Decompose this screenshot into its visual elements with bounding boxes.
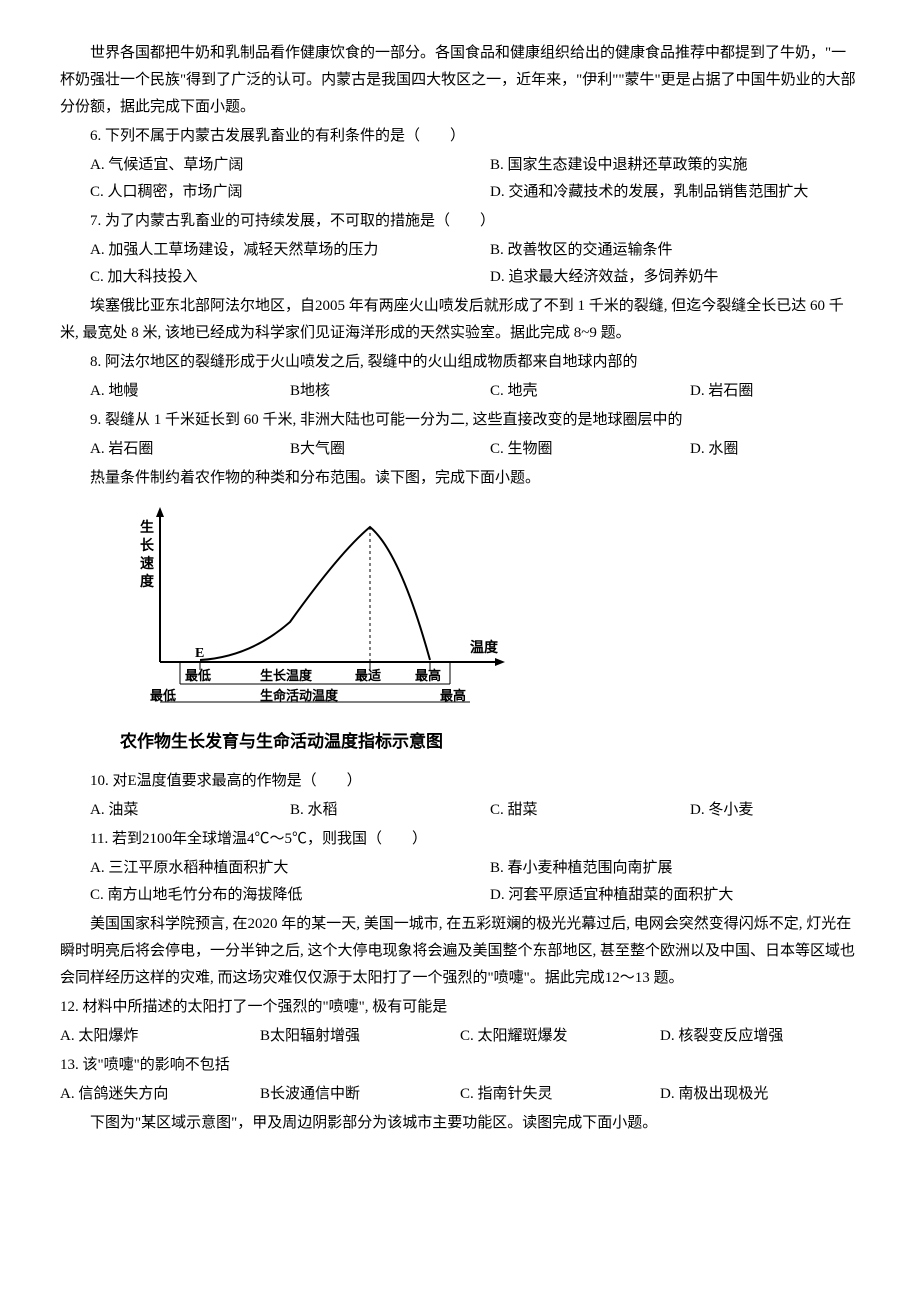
question-13: 13. 该"喷嚏"的影响不包括	[60, 1052, 860, 1079]
opt-13d: D. 南极出现极光	[660, 1081, 860, 1108]
question-12: 12. 材料中所描述的太阳打了一个强烈的"喷嚏", 极有可能是	[60, 994, 860, 1021]
opt-11b: B. 春小麦种植范围向南扩展	[460, 855, 860, 882]
options-6: A. 气候适宜、草场广阔 B. 国家生态建设中退耕还草政策的实施 C. 人口稠密…	[60, 152, 860, 206]
svg-text:最高: 最高	[415, 668, 441, 683]
opt-10a: A. 油菜	[60, 797, 260, 824]
svg-text:速: 速	[140, 555, 154, 572]
options-9: A. 岩石圈 B大气圈 C. 生物圈 D. 水圈	[60, 436, 860, 463]
svg-text:最低: 最低	[185, 668, 211, 683]
opt-11d: D. 河套平原适宜种植甜菜的面积扩大	[460, 882, 860, 909]
intro-3: 热量条件制约着农作物的种类和分布范围。读下图，完成下面小题。	[60, 465, 860, 492]
question-10: 10. 对E温度值要求最高的作物是（ ）	[60, 768, 860, 795]
opt-10b: B. 水稻	[260, 797, 460, 824]
options-10: A. 油菜 B. 水稻 C. 甜菜 D. 冬小麦	[60, 797, 860, 824]
opt-7a: A. 加强人工草场建设，减轻天然草场的压力	[60, 237, 460, 264]
svg-text:长: 长	[140, 537, 155, 554]
opt-12c: C. 太阳耀斑爆发	[460, 1023, 660, 1050]
options-7: A. 加强人工草场建设，减轻天然草场的压力 B. 改善牧区的交通运输条件 C. …	[60, 237, 860, 291]
intro-2: 埃塞俄比亚东北部阿法尔地区，自2005 年有两座火山喷发后就形成了不到 1 千米…	[60, 293, 860, 347]
svg-text:最适: 最适	[355, 668, 381, 683]
options-8: A. 地幔 B地核 C. 地壳 D. 岩石圈	[60, 378, 860, 405]
opt-8b: B地核	[260, 378, 460, 405]
options-11: A. 三江平原水稻种植面积扩大 B. 春小麦种植范围向南扩展 C. 南方山地毛竹…	[60, 855, 860, 909]
opt-8d: D. 岩石圈	[660, 378, 860, 405]
opt-11c: C. 南方山地毛竹分布的海拔降低	[60, 882, 460, 909]
opt-13a: A. 信鸽迷失方向	[60, 1081, 260, 1108]
growth-curve	[200, 527, 430, 660]
opt-7c: C. 加大科技投入	[60, 264, 460, 291]
svg-text:度: 度	[140, 573, 155, 590]
growth-temp-chart: 生 长 速 度 温度 E 最低 生长温度 最适 最高 最低 生命活动温度 最高 …	[120, 502, 860, 758]
svg-text:最低: 最低	[150, 688, 176, 703]
opt-7b: B. 改善牧区的交通运输条件	[460, 237, 860, 264]
intro-4: 美国国家科学院预言, 在2020 年的某一天, 美国一城市, 在五彩斑斓的极光光…	[60, 911, 860, 992]
opt-10d: D. 冬小麦	[660, 797, 860, 824]
svg-text:生命活动温度: 生命活动温度	[260, 688, 339, 703]
opt-11a: A. 三江平原水稻种植面积扩大	[60, 855, 460, 882]
intro-1: 世界各国都把牛奶和乳制品看作健康饮食的一部分。各国食品和健康组织给出的健康食品推…	[60, 40, 860, 121]
opt-13c: C. 指南针失灵	[460, 1081, 660, 1108]
opt-12a: A. 太阳爆炸	[60, 1023, 260, 1050]
point-e-label: E	[195, 646, 204, 661]
opt-8a: A. 地幔	[60, 378, 260, 405]
opt-13b: B长波通信中断	[260, 1081, 460, 1108]
opt-9d: D. 水圈	[660, 436, 860, 463]
question-6: 6. 下列不属于内蒙古发展乳畜业的有利条件的是（ ）	[60, 123, 860, 150]
question-9: 9. 裂缝从 1 千米延长到 60 千米, 非洲大陆也可能一分为二, 这些直接改…	[60, 407, 860, 434]
options-13: A. 信鸽迷失方向 B长波通信中断 C. 指南针失灵 D. 南极出现极光	[60, 1081, 860, 1108]
question-11: 11. 若到2100年全球增温4℃～5℃，则我国（ ）	[60, 826, 860, 853]
question-7: 7. 为了内蒙古乳畜业的可持续发展，不可取的措施是（ ）	[60, 208, 860, 235]
opt-6d: D. 交通和冷藏技术的发展，乳制品销售范围扩大	[460, 179, 860, 206]
opt-6b: B. 国家生态建设中退耕还草政策的实施	[460, 152, 860, 179]
chart-caption: 农作物生长发育与生命活动温度指标示意图	[120, 727, 860, 758]
opt-10c: C. 甜菜	[460, 797, 660, 824]
svg-text:最高: 最高	[440, 688, 466, 703]
options-12: A. 太阳爆炸 B太阳辐射增强 C. 太阳耀斑爆发 D. 核裂变反应增强	[60, 1023, 860, 1050]
opt-6c: C. 人口稠密，市场广阔	[60, 179, 460, 206]
opt-9c: C. 生物圈	[460, 436, 660, 463]
x-axis-label: 温度	[470, 639, 499, 656]
opt-6a: A. 气候适宜、草场广阔	[60, 152, 460, 179]
opt-7d: D. 追求最大经济效益，多饲养奶牛	[460, 264, 860, 291]
question-8: 8. 阿法尔地区的裂缝形成于火山喷发之后, 裂缝中的火山组成物质都来自地球内部的	[60, 349, 860, 376]
opt-12b: B太阳辐射增强	[260, 1023, 460, 1050]
svg-text:生长温度: 生长温度	[260, 668, 313, 683]
intro-5: 下图为"某区域示意图"，甲及周边阴影部分为该城市主要功能区。读图完成下面小题。	[60, 1110, 860, 1137]
opt-9a: A. 岩石圈	[60, 436, 260, 463]
chart-svg: 生 长 速 度 温度 E 最低 生长温度 最适 最高 最低 生命活动温度 最高	[120, 502, 520, 722]
y-axis-label: 生	[140, 519, 154, 536]
opt-9b: B大气圈	[260, 436, 460, 463]
opt-8c: C. 地壳	[460, 378, 660, 405]
opt-12d: D. 核裂变反应增强	[660, 1023, 860, 1050]
